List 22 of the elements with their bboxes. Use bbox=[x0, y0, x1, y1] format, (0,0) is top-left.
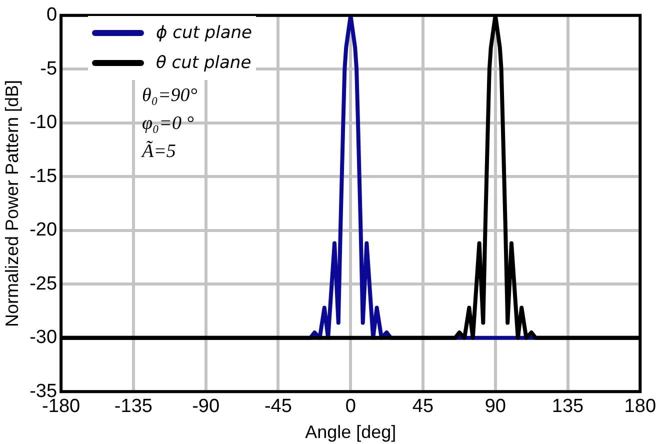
x-tick-label: -135 bbox=[114, 396, 152, 418]
x-tick-label: -45 bbox=[264, 396, 292, 418]
y-tick-label: -15 bbox=[30, 166, 58, 187]
annotation: θ₀=90° bbox=[142, 84, 198, 108]
x-axis-title: Angle [deg] bbox=[305, 422, 396, 442]
y-tick-label: 0 bbox=[46, 4, 58, 26]
annotation: Ã=5 bbox=[142, 140, 177, 164]
x-tick-label: 135 bbox=[552, 396, 584, 418]
x-tick-label: 45 bbox=[412, 396, 434, 418]
legend-label: θ cut plane bbox=[156, 53, 252, 73]
x-tick-label: 0 bbox=[345, 396, 356, 418]
x-tick-label: -90 bbox=[192, 396, 220, 418]
y-axis-title: Normalized Power Pattern [dB] bbox=[2, 80, 22, 328]
y-tick-label: -30 bbox=[30, 327, 58, 348]
legend-label: ϕ cut plane bbox=[156, 23, 252, 43]
y-tick-label: -10 bbox=[30, 112, 58, 134]
y-tick-label: -5 bbox=[40, 58, 58, 80]
x-tick-label: 180 bbox=[624, 396, 656, 418]
annotation: φ₀=0 ° bbox=[142, 112, 195, 136]
y-tick-label: -20 bbox=[30, 220, 58, 241]
x-tick-label: 90 bbox=[484, 396, 506, 418]
y-tick-label: -25 bbox=[30, 273, 58, 294]
